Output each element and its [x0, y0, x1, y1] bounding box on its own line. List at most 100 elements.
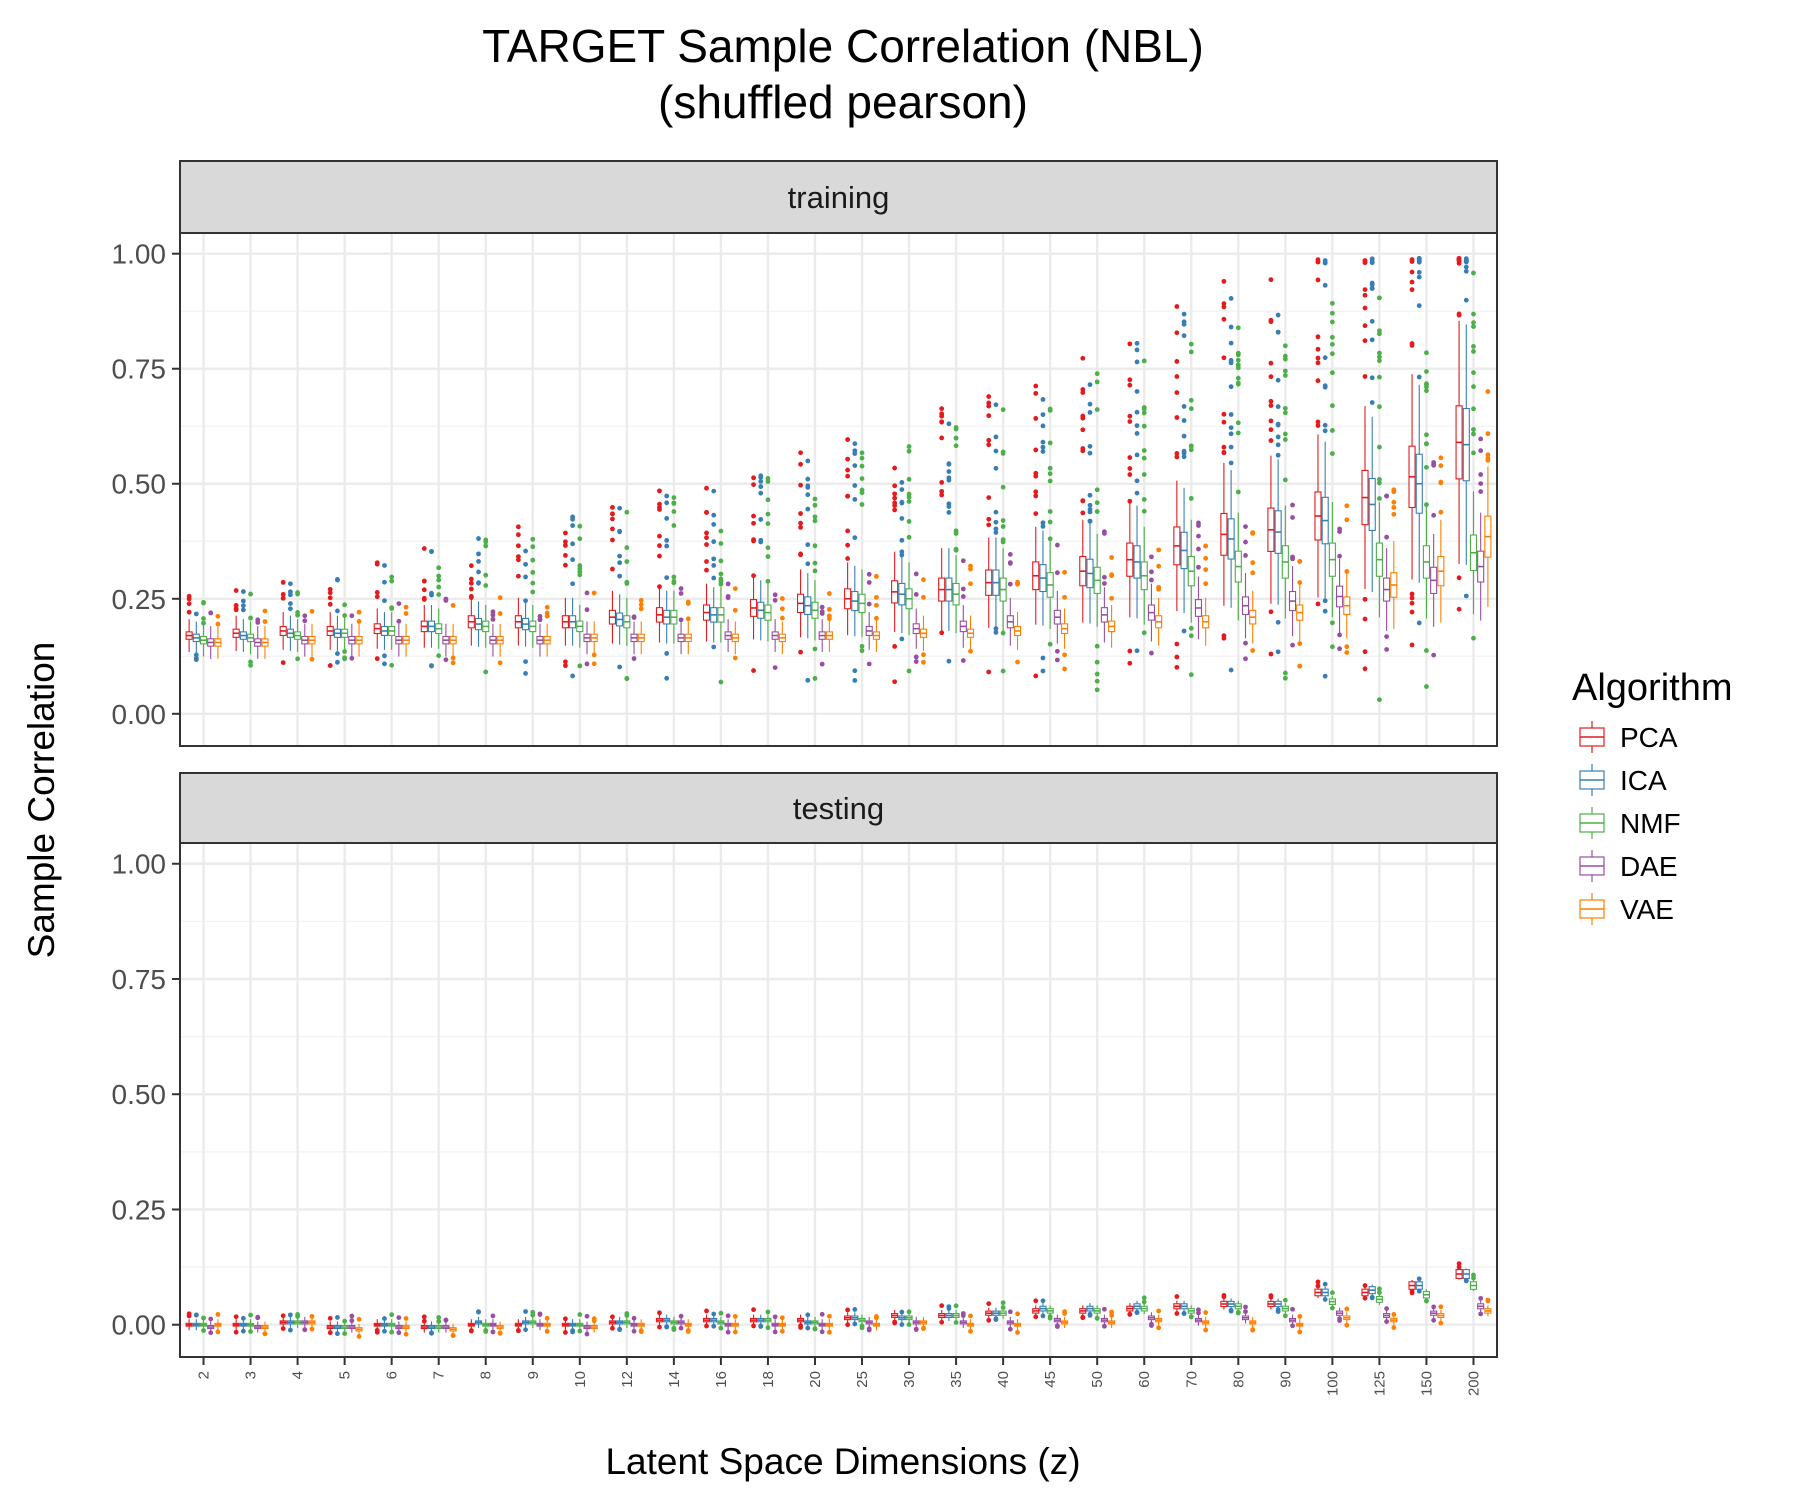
outlier-point	[382, 653, 387, 659]
outlier-point	[544, 613, 550, 619]
outlier-point	[859, 450, 865, 456]
outlier-point	[563, 562, 568, 568]
outlier-point	[1221, 355, 1227, 361]
outlier-point	[939, 1319, 945, 1325]
outlier-point	[805, 561, 811, 567]
outlier-point	[610, 505, 615, 510]
outlier-point	[986, 400, 992, 406]
outlier-point	[986, 1301, 992, 1307]
outlier-point	[1040, 412, 1046, 418]
outlier-point	[892, 495, 898, 501]
outlier-point	[1416, 1276, 1422, 1282]
outlier-point	[1315, 1279, 1321, 1285]
outlier-point	[1101, 581, 1107, 586]
outlier-point	[1268, 651, 1274, 657]
outlier-point	[1047, 465, 1053, 471]
outlier-point	[704, 530, 709, 536]
outlier-point	[1000, 484, 1006, 490]
outlier-point	[1456, 1264, 1462, 1270]
outlier-point	[892, 644, 898, 649]
outlier-point	[1243, 539, 1248, 545]
outlier-point	[1275, 312, 1281, 318]
outlier-point	[711, 563, 717, 568]
outlier-point	[906, 444, 912, 449]
outlier-point	[530, 569, 536, 575]
outlier-point	[186, 609, 192, 615]
outlier-point	[1094, 500, 1100, 506]
outlier-point	[1174, 415, 1180, 420]
outlier-point	[631, 615, 637, 621]
outlier-point	[1094, 487, 1100, 493]
outlier-point	[1471, 384, 1476, 390]
outlier-point	[913, 571, 919, 577]
outlier-point	[765, 521, 771, 526]
legend-label: VAE	[1620, 894, 1674, 925]
outlier-point	[1337, 553, 1342, 559]
outlier-point	[1228, 384, 1234, 390]
legend-title: Algorithm	[1572, 667, 1733, 709]
outlier-point	[899, 499, 905, 505]
outlier-point	[1134, 389, 1140, 394]
outlier-point	[1471, 406, 1476, 412]
outlier-point	[1040, 523, 1046, 529]
outlier-point	[1228, 444, 1234, 450]
outlier-point	[1134, 1309, 1140, 1315]
outlier-point	[1362, 596, 1368, 602]
outlier-point	[1362, 649, 1368, 655]
outlier-point	[1243, 553, 1248, 558]
x-tick-label: 5	[337, 1371, 354, 1379]
outlier-point	[1438, 1320, 1444, 1326]
x-tick-label: 35	[948, 1371, 965, 1388]
outlier-point	[1471, 311, 1476, 317]
outlier-point	[993, 526, 999, 532]
outlier-point	[758, 484, 764, 489]
x-tick-label: 10	[572, 1371, 589, 1388]
outlier-point	[1282, 670, 1288, 676]
outlier-point	[1362, 287, 1368, 293]
outlier-point	[1000, 1300, 1006, 1306]
series-nmf-training	[199, 270, 1478, 703]
outlier-point	[1384, 1319, 1390, 1324]
outlier-point	[1362, 666, 1368, 672]
outlier-point	[805, 458, 811, 464]
y-tick-label: 0.25	[112, 1194, 167, 1225]
outlier-point	[356, 1316, 362, 1322]
outlier-point	[1196, 533, 1201, 539]
outlier-point	[1471, 320, 1476, 325]
outlier-point	[1196, 1307, 1201, 1313]
outlier-point	[443, 657, 449, 663]
outlier-point	[779, 606, 785, 612]
legend-label: DAE	[1620, 851, 1678, 882]
outlier-point	[1054, 657, 1060, 663]
outlier-point	[450, 1333, 456, 1339]
outlier-point	[1431, 1304, 1437, 1310]
outlier-point	[490, 1313, 496, 1319]
outlier-point	[1431, 512, 1437, 518]
outlier-point	[1235, 375, 1241, 381]
x-tick-label: 18	[760, 1371, 777, 1388]
outlier-point	[1109, 573, 1114, 579]
outlier-point	[1282, 410, 1288, 416]
outlier-point	[704, 1308, 709, 1314]
outlier-point	[1040, 1313, 1046, 1319]
outlier-point	[953, 528, 959, 534]
outlier-point	[1228, 412, 1234, 417]
outlier-point	[382, 1328, 387, 1334]
outlier-point	[186, 596, 192, 602]
outlier-point	[1094, 671, 1100, 677]
outlier-point	[1416, 259, 1422, 265]
outlier-point	[1033, 383, 1039, 389]
legend-item-nmf: NMF	[1579, 807, 1681, 839]
outlier-point	[1315, 419, 1321, 425]
outlier-point	[1221, 411, 1227, 417]
outlier-point	[1463, 258, 1469, 264]
outlier-point	[1228, 425, 1234, 431]
outlier-point	[1007, 1326, 1013, 1332]
outlier-point	[968, 566, 973, 572]
outlier-point	[570, 581, 576, 587]
outlier-point	[436, 1315, 442, 1320]
outlier-point	[1362, 338, 1368, 344]
outlier-point	[657, 533, 662, 539]
outlier-point	[1377, 1286, 1382, 1292]
outlier-point	[1282, 1313, 1288, 1319]
